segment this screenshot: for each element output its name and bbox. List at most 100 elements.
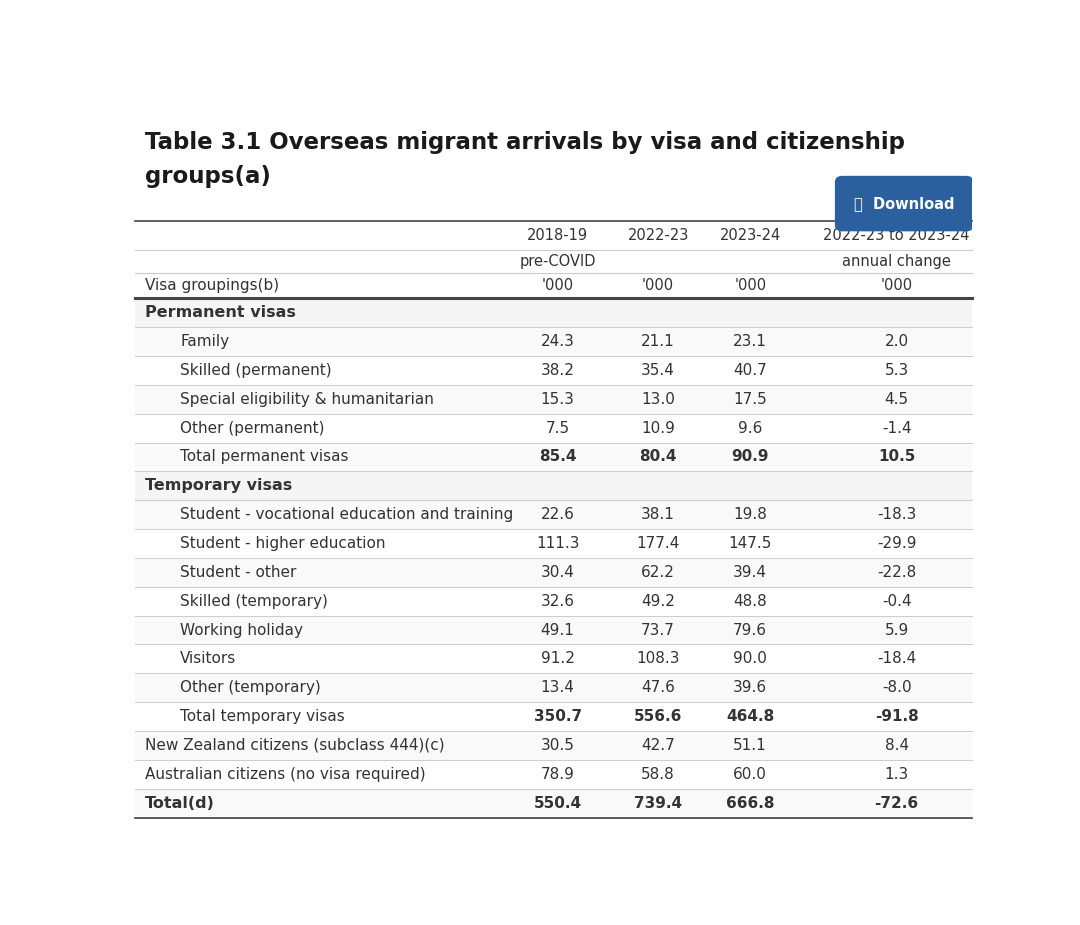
- Text: -29.9: -29.9: [877, 536, 917, 551]
- Text: Visa groupings(b): Visa groupings(b): [145, 278, 279, 293]
- Text: 49.1: 49.1: [541, 623, 575, 637]
- Bar: [135, 616, 972, 645]
- Bar: [135, 558, 972, 586]
- Text: 7.5: 7.5: [545, 421, 570, 436]
- Text: 464.8: 464.8: [726, 709, 774, 724]
- Text: 2018-19: 2018-19: [527, 228, 589, 243]
- Text: Skilled (temporary): Skilled (temporary): [180, 594, 328, 609]
- Text: Student - other: Student - other: [180, 565, 297, 580]
- Text: 35.4: 35.4: [642, 363, 675, 378]
- Text: 42.7: 42.7: [642, 738, 675, 753]
- Text: -0.4: -0.4: [882, 594, 912, 609]
- Text: 78.9: 78.9: [541, 767, 575, 782]
- Text: 739.4: 739.4: [634, 796, 683, 810]
- Text: 22.6: 22.6: [541, 507, 575, 523]
- Bar: [135, 356, 972, 385]
- Text: -8.0: -8.0: [882, 680, 912, 696]
- Text: 38.2: 38.2: [541, 363, 575, 378]
- Text: 666.8: 666.8: [726, 796, 774, 810]
- Text: Visitors: Visitors: [180, 651, 237, 666]
- Text: 556.6: 556.6: [634, 709, 683, 724]
- Bar: [135, 500, 972, 529]
- Text: '000: '000: [880, 278, 913, 293]
- Text: 47.6: 47.6: [642, 680, 675, 696]
- Text: '000: '000: [542, 278, 573, 293]
- Bar: [135, 472, 972, 500]
- Text: -22.8: -22.8: [877, 565, 916, 580]
- Text: Total permanent visas: Total permanent visas: [180, 450, 349, 464]
- Text: Student - vocational education and training: Student - vocational education and train…: [180, 507, 513, 523]
- Text: New Zealand citizens (subclass 444)(c): New Zealand citizens (subclass 444)(c): [145, 738, 445, 753]
- Text: 177.4: 177.4: [636, 536, 679, 551]
- Text: Working holiday: Working holiday: [180, 623, 303, 637]
- Text: 62.2: 62.2: [642, 565, 675, 580]
- Text: 111.3: 111.3: [536, 536, 580, 551]
- Text: 21.1: 21.1: [642, 334, 675, 349]
- Text: 24.3: 24.3: [541, 334, 575, 349]
- Text: 9.6: 9.6: [738, 421, 762, 436]
- Text: Total temporary visas: Total temporary visas: [180, 709, 345, 724]
- Text: 2.0: 2.0: [885, 334, 908, 349]
- Bar: [135, 789, 972, 818]
- Bar: [135, 299, 972, 327]
- Text: 1.3: 1.3: [885, 767, 908, 782]
- Text: 39.4: 39.4: [733, 565, 767, 580]
- Text: 10.9: 10.9: [642, 421, 675, 436]
- Text: annual change: annual change: [842, 254, 951, 269]
- Text: 80.4: 80.4: [639, 450, 677, 464]
- Text: 32.6: 32.6: [541, 594, 575, 609]
- Text: 13.4: 13.4: [541, 680, 575, 696]
- Text: 91.2: 91.2: [541, 651, 575, 666]
- Text: -18.3: -18.3: [877, 507, 916, 523]
- Text: 73.7: 73.7: [642, 623, 675, 637]
- Text: 2023-24: 2023-24: [719, 228, 781, 243]
- Text: 30.5: 30.5: [541, 738, 575, 753]
- Text: Other (permanent): Other (permanent): [180, 421, 325, 436]
- Text: 2022-23 to 2023-24: 2022-23 to 2023-24: [823, 228, 970, 243]
- Text: Other (temporary): Other (temporary): [180, 680, 321, 696]
- Text: 85.4: 85.4: [539, 450, 577, 464]
- Text: 79.6: 79.6: [733, 623, 767, 637]
- Text: 2022-23: 2022-23: [627, 228, 689, 243]
- Text: 51.1: 51.1: [733, 738, 767, 753]
- Text: 48.8: 48.8: [733, 594, 767, 609]
- Bar: [135, 645, 972, 673]
- Text: 8.4: 8.4: [885, 738, 908, 753]
- Text: 49.2: 49.2: [642, 594, 675, 609]
- Text: 23.1: 23.1: [733, 334, 767, 349]
- Bar: [135, 413, 972, 442]
- Text: 40.7: 40.7: [733, 363, 767, 378]
- Bar: [135, 586, 972, 616]
- Text: 60.0: 60.0: [733, 767, 767, 782]
- Text: 15.3: 15.3: [541, 392, 575, 407]
- Bar: [135, 385, 972, 413]
- Text: '000: '000: [643, 278, 674, 293]
- Text: -91.8: -91.8: [875, 709, 919, 724]
- Text: Student - higher education: Student - higher education: [180, 536, 386, 551]
- Text: 5.9: 5.9: [885, 623, 908, 637]
- Text: Australian citizens (no visa required): Australian citizens (no visa required): [145, 767, 426, 782]
- Text: 30.4: 30.4: [541, 565, 575, 580]
- Text: '000: '000: [734, 278, 766, 293]
- Text: 350.7: 350.7: [534, 709, 582, 724]
- Text: 90.0: 90.0: [733, 651, 767, 666]
- Text: -18.4: -18.4: [877, 651, 916, 666]
- Text: Table 3.1 Overseas migrant arrivals by visa and citizenship: Table 3.1 Overseas migrant arrivals by v…: [145, 131, 905, 154]
- Text: 90.9: 90.9: [731, 450, 769, 464]
- Text: Family: Family: [180, 334, 229, 349]
- Text: 17.5: 17.5: [733, 392, 767, 407]
- Text: Temporary visas: Temporary visas: [145, 478, 293, 493]
- Text: 39.6: 39.6: [733, 680, 767, 696]
- Bar: [135, 529, 972, 558]
- Text: 19.8: 19.8: [733, 507, 767, 523]
- Text: Skilled (permanent): Skilled (permanent): [180, 363, 332, 378]
- Text: ⤵  Download: ⤵ Download: [854, 196, 955, 211]
- Text: 10.5: 10.5: [878, 450, 916, 464]
- Text: -72.6: -72.6: [875, 796, 919, 810]
- Bar: [135, 702, 972, 731]
- FancyBboxPatch shape: [836, 177, 973, 230]
- Bar: [135, 731, 972, 759]
- Text: 58.8: 58.8: [642, 767, 675, 782]
- Text: 5.3: 5.3: [885, 363, 908, 378]
- Bar: [135, 759, 972, 789]
